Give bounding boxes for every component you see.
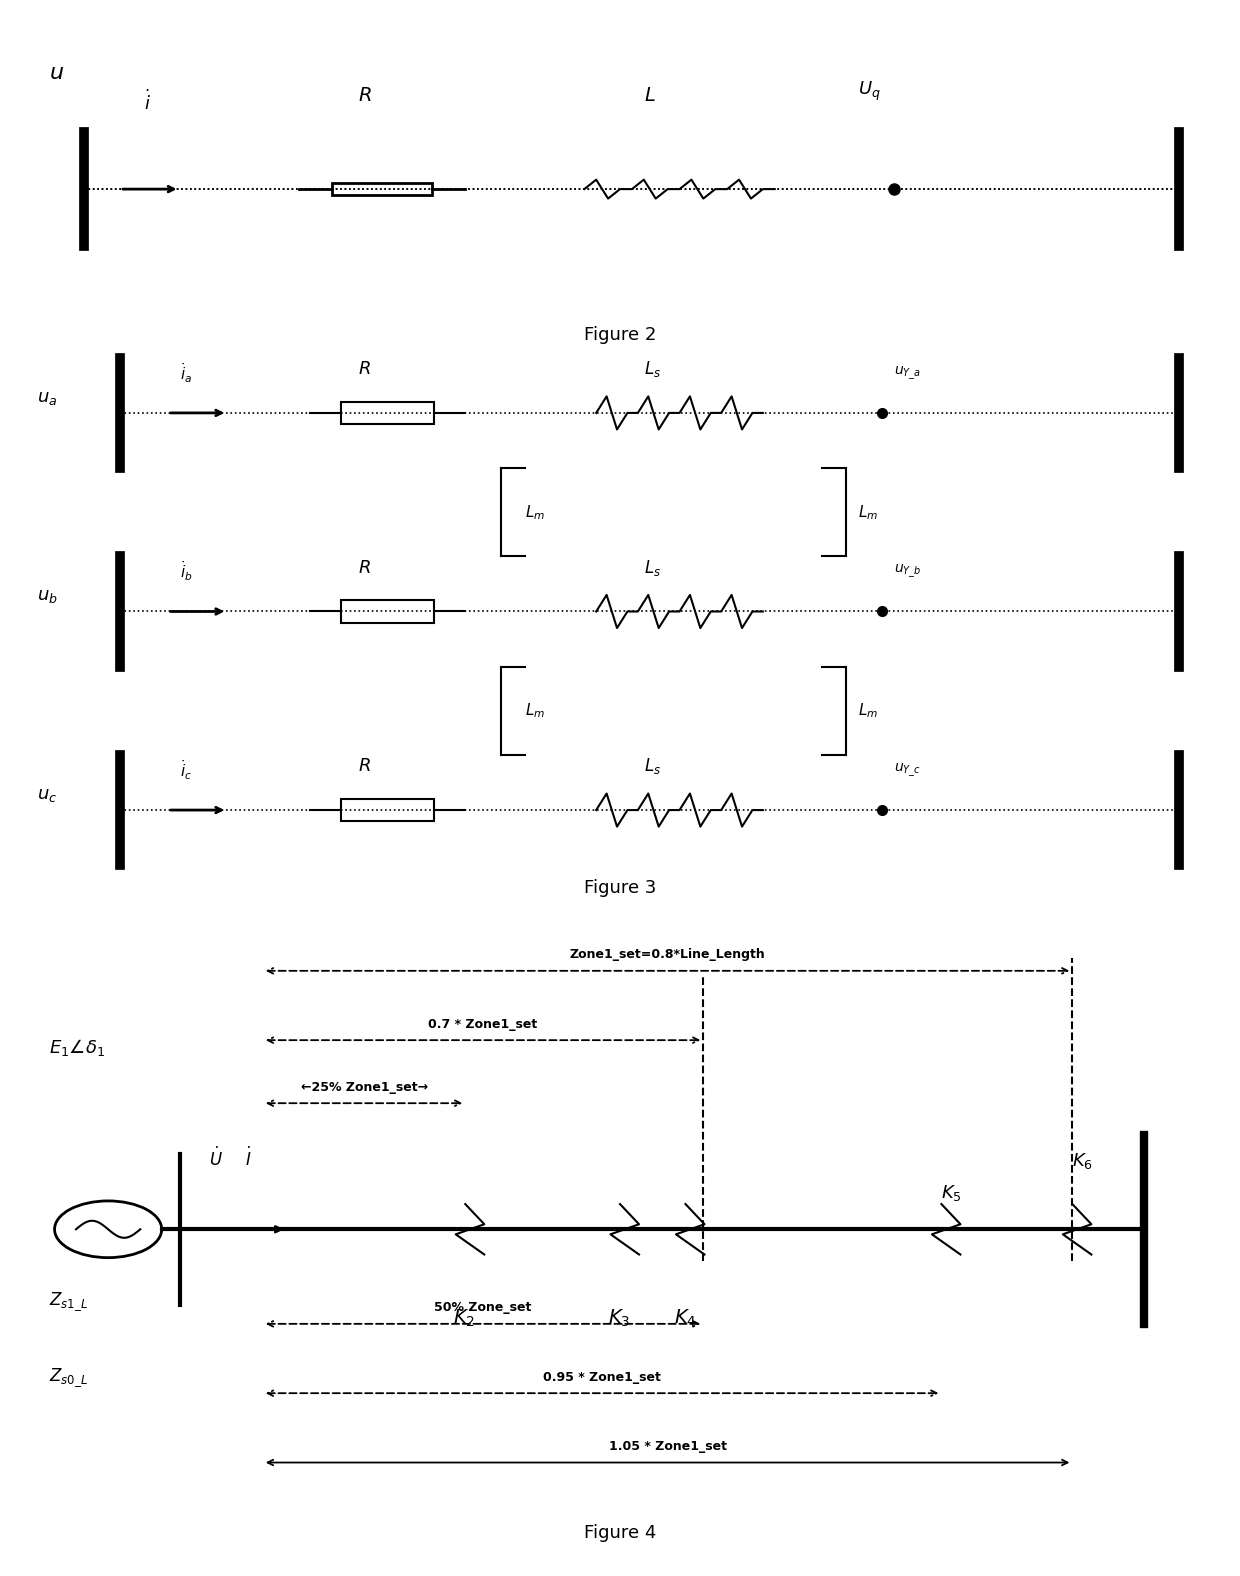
Text: 0.7 * Zone1_set: 0.7 * Zone1_set <box>429 1018 538 1031</box>
Text: $Z_{s0\_L}$: $Z_{s0\_L}$ <box>48 1366 88 1388</box>
Text: $\dot{U}$: $\dot{U}$ <box>210 1147 223 1171</box>
Text: $L_s$: $L_s$ <box>644 558 661 578</box>
Text: $\dot{i}_a$: $\dot{i}_a$ <box>180 361 192 385</box>
Text: Figure 3: Figure 3 <box>584 879 656 897</box>
Text: Figure 4: Figure 4 <box>584 1524 656 1543</box>
Text: $u_{Y\_b}$: $u_{Y\_b}$ <box>894 563 921 580</box>
Text: $\dot{I}$: $\dot{I}$ <box>246 1147 252 1171</box>
Text: 0.95 * Zone1_set: 0.95 * Zone1_set <box>543 1371 661 1384</box>
Text: $L_s$: $L_s$ <box>644 359 661 380</box>
Text: $\dot{i}_c$: $\dot{i}_c$ <box>180 758 192 782</box>
FancyBboxPatch shape <box>341 600 434 623</box>
Text: 50% Zone_set: 50% Zone_set <box>434 1302 532 1314</box>
Text: $u$: $u$ <box>48 63 63 84</box>
Text: $R$: $R$ <box>358 559 371 577</box>
Text: $u_{Y\_a}$: $u_{Y\_a}$ <box>894 364 921 381</box>
Text: $K_5$: $K_5$ <box>941 1182 962 1202</box>
FancyBboxPatch shape <box>341 402 434 424</box>
Text: Zone1_set=0.8*Line_Length: Zone1_set=0.8*Line_Length <box>569 949 765 961</box>
Text: $u_{Y\_c}$: $u_{Y\_c}$ <box>894 761 920 779</box>
Text: 1.05 * Zone1_set: 1.05 * Zone1_set <box>609 1440 727 1453</box>
Text: ←25% Zone1_set→: ←25% Zone1_set→ <box>300 1081 428 1094</box>
Text: $u_a$: $u_a$ <box>37 389 57 407</box>
Text: $L_s$: $L_s$ <box>644 756 661 777</box>
Text: $L_m$: $L_m$ <box>858 701 878 720</box>
Text: $K_3$: $K_3$ <box>608 1308 630 1329</box>
Text: $L$: $L$ <box>644 85 656 106</box>
FancyBboxPatch shape <box>341 799 434 821</box>
Text: $R$: $R$ <box>358 85 372 106</box>
Text: $\dot{i}_b$: $\dot{i}_b$ <box>180 559 192 583</box>
Text: Figure 2: Figure 2 <box>584 326 656 345</box>
Text: $u_c$: $u_c$ <box>37 786 57 804</box>
Text: $R$: $R$ <box>358 361 371 378</box>
Text: $L_m$: $L_m$ <box>525 701 544 720</box>
Text: $u_b$: $u_b$ <box>37 588 57 605</box>
Text: $U_q$: $U_q$ <box>858 79 880 102</box>
Text: $K_2$: $K_2$ <box>454 1308 475 1329</box>
Text: $E_1\angle\delta_1$: $E_1\angle\delta_1$ <box>48 1037 104 1057</box>
Text: $K_6$: $K_6$ <box>1073 1150 1094 1171</box>
Text: $\dot{i}$: $\dot{i}$ <box>144 90 151 115</box>
Text: $L_m$: $L_m$ <box>858 503 878 522</box>
Text: $R$: $R$ <box>358 758 371 775</box>
Text: $K_4$: $K_4$ <box>673 1308 696 1329</box>
FancyBboxPatch shape <box>332 183 432 195</box>
Text: $Z_{s1\_L}$: $Z_{s1\_L}$ <box>48 1291 88 1313</box>
Text: $L_m$: $L_m$ <box>525 503 544 522</box>
